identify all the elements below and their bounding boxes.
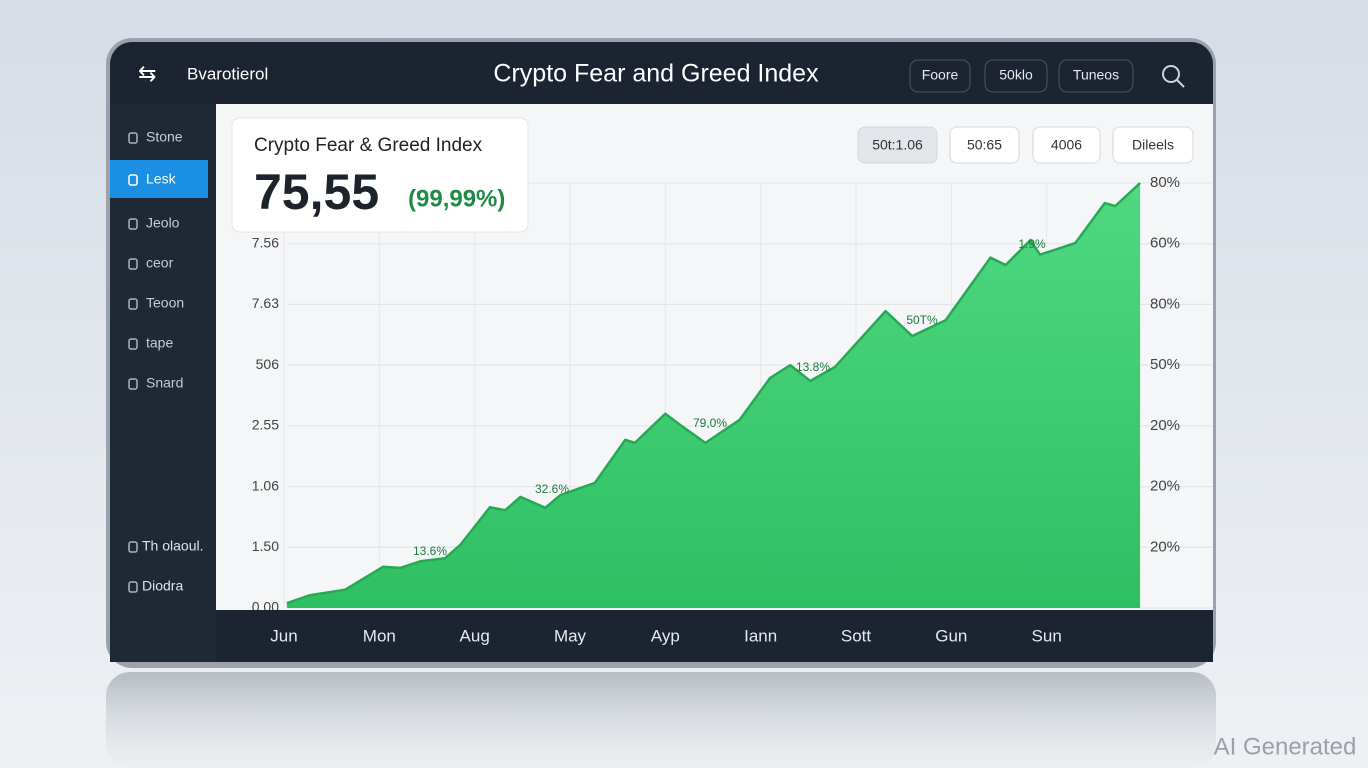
x-tick-label: Mon bbox=[363, 626, 396, 645]
y2-tick-label: 80% bbox=[1150, 295, 1180, 312]
toolbar-button[interactable] bbox=[857, 126, 938, 164]
title: Crypto Fear and Greed Index bbox=[493, 60, 819, 88]
card-value: 75,55 bbox=[254, 164, 379, 220]
toolbar-button-label: 50t:1.06 bbox=[872, 137, 923, 153]
toolbar-button[interactable] bbox=[1032, 126, 1101, 164]
header: ⇆ Bvarotierol Crypto Fear and Greed Inde… bbox=[138, 60, 1185, 88]
x-tick-label: Ayp bbox=[651, 626, 680, 645]
search-icon[interactable] bbox=[1162, 65, 1180, 83]
x-tick-label: Gun bbox=[935, 626, 967, 645]
y2-tick-label: 60% bbox=[1150, 235, 1180, 252]
x-tick-label: Sun bbox=[1032, 626, 1062, 645]
sidebar-item[interactable]: Snard bbox=[146, 375, 183, 391]
y-tick-label: 7.63 bbox=[252, 295, 279, 311]
annotation: 13.6% bbox=[413, 544, 447, 558]
y2-tick-label: 20% bbox=[1150, 538, 1180, 555]
y2-tick-label: 50% bbox=[1150, 356, 1180, 373]
annotation: 1.9% bbox=[1018, 237, 1046, 251]
header-button[interactable] bbox=[984, 59, 1048, 93]
annotation: 79,0% bbox=[693, 416, 727, 430]
sidebar-item[interactable]: Jeolo bbox=[146, 215, 180, 231]
sidebar-icon bbox=[128, 581, 138, 593]
header-button-label: Tuneos bbox=[1073, 67, 1119, 83]
toolbar-button[interactable] bbox=[1112, 126, 1194, 164]
x-tick-label: Iann bbox=[744, 626, 777, 645]
header-button[interactable] bbox=[909, 59, 971, 93]
card-change: (99,99%) bbox=[408, 185, 505, 212]
y-tick-label: 7.56 bbox=[252, 234, 279, 250]
sidebar-icon bbox=[128, 218, 138, 230]
x-tick-label: Aug bbox=[460, 626, 490, 645]
x-tick-label: May bbox=[554, 626, 587, 645]
line bbox=[286, 182, 1141, 605]
sidebar-icon bbox=[128, 541, 138, 553]
x-tick-label: Jun bbox=[270, 626, 297, 645]
header-button[interactable] bbox=[1058, 59, 1134, 93]
annotation: 50T% bbox=[906, 313, 938, 327]
sidebar-icon bbox=[128, 174, 138, 186]
y-tick-label: 1.50 bbox=[252, 538, 279, 554]
search-icon-handle bbox=[1176, 79, 1185, 88]
toolbar-button-label: Dileels bbox=[1132, 137, 1174, 153]
header-button-label: Foore bbox=[922, 67, 959, 83]
sidebar-bottom-item[interactable]: Th olaoul. bbox=[142, 538, 203, 554]
y2-tick-label: 20% bbox=[1150, 478, 1180, 495]
watermark: AI Generated bbox=[1214, 733, 1357, 760]
sidebar-item[interactable]: Teoon bbox=[146, 295, 184, 311]
sidebar-icon bbox=[128, 258, 138, 270]
toolbar-button[interactable] bbox=[949, 126, 1020, 164]
area bbox=[286, 183, 1141, 608]
sidebar-item[interactable]: Stone bbox=[146, 129, 183, 145]
y-tick-label: 1.06 bbox=[252, 477, 279, 493]
y2-tick-label: 80% bbox=[1150, 174, 1180, 191]
y-tick-label: 2.55 bbox=[252, 417, 279, 433]
y2-tick-label: 20% bbox=[1150, 417, 1180, 434]
header-button-label: 50klo bbox=[999, 67, 1033, 83]
sidebar-icon bbox=[128, 298, 138, 310]
toolbar-button-label: 4006 bbox=[1051, 137, 1082, 153]
y-tick-label: 506 bbox=[256, 356, 280, 372]
reflection bbox=[106, 672, 1216, 768]
sidebar-active bbox=[110, 160, 208, 198]
x-tick-label: Sott bbox=[841, 626, 872, 645]
x-axis-bar bbox=[216, 610, 1213, 662]
sidebar-icon bbox=[128, 378, 138, 390]
annotation: 32.6% bbox=[535, 482, 569, 496]
summary-card bbox=[231, 117, 529, 233]
sidebar-item[interactable]: ceor bbox=[146, 255, 174, 271]
logo: Bvarotierol bbox=[187, 64, 268, 83]
annotation: 13.8% bbox=[796, 360, 830, 374]
sidebar-icon bbox=[128, 338, 138, 350]
logo-icon: ⇆ bbox=[138, 61, 156, 86]
sidebar-icon bbox=[128, 132, 138, 144]
sidebar-item[interactable]: Lesk bbox=[146, 171, 177, 187]
sidebar-item[interactable]: tape bbox=[146, 335, 173, 351]
toolbar-button-label: 50:65 bbox=[967, 137, 1002, 153]
card-title: Crypto Fear & Greed Index bbox=[254, 135, 483, 156]
sidebar-bottom-item[interactable]: Diodra bbox=[142, 578, 183, 594]
